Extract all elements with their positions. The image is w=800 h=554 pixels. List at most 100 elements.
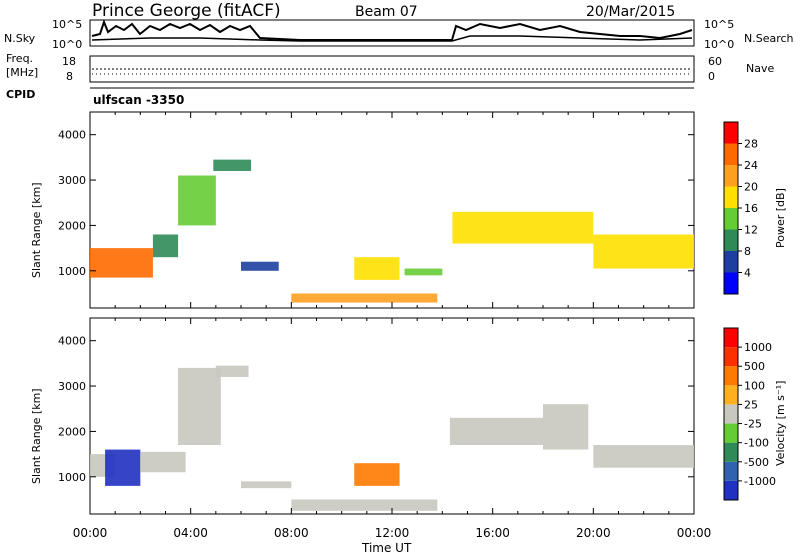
power-colorbar-tick-label-5: 24 <box>744 159 758 172</box>
noise-panel: N.Sky 10^5 10^0 10^5 10^0 N.Search <box>4 18 794 51</box>
beam-title: Beam 07 <box>355 4 418 20</box>
velocity-colorbar-segment-0 <box>724 480 738 500</box>
velocity-colorbar-tick-label-7: -1000 <box>744 475 776 488</box>
power-band-0 <box>90 248 153 278</box>
velocity-plot-area <box>90 365 694 511</box>
power-colorbar-segment-1 <box>724 251 738 273</box>
power-colorbar-segment-6 <box>724 143 738 165</box>
power-colorbar-segment-4 <box>724 186 738 208</box>
velocity-band-9 <box>543 404 589 450</box>
noise-left-tick-high: 10^5 <box>52 18 82 31</box>
velocity-ytick-label-2: 3000 <box>58 380 86 393</box>
velocity-band-4 <box>215 365 249 377</box>
velocity-axes: 1000 2000 3000 4000 <box>58 318 695 514</box>
noise-right-tick-low: 10^0 <box>704 38 734 51</box>
power-band-9 <box>593 234 694 269</box>
x-tick-label-2: 08:00 <box>274 526 309 540</box>
velocity-colorbar-segment-4 <box>724 404 738 424</box>
velocity-band-5 <box>241 481 292 489</box>
velocity-colorbar-segment-7 <box>724 347 738 367</box>
velocity-colorbar-segment-5 <box>724 385 738 405</box>
velocity-band-6 <box>291 499 438 511</box>
power-ytick-label-2: 3000 <box>58 174 86 187</box>
velocity-colorbar-segment-2 <box>724 442 738 462</box>
velocity-colorbar-tick-label-4: -25 <box>744 418 762 431</box>
velocity-band-1 <box>105 449 141 486</box>
power-panel: 1000 2000 3000 4000 Slant Range [km] 4 8 12 16… <box>30 111 787 309</box>
velocity-colorbar-label: Velocity [m s⁻¹] <box>774 381 787 466</box>
noise-right-tick-high: 10^5 <box>704 18 734 31</box>
velocity-colorbar-segment-3 <box>724 423 738 443</box>
x-axis: 00:00 04:00 08:00 12:00 16:00 20:00 00:00 <box>73 526 712 540</box>
nave-label: Nave <box>746 62 774 75</box>
nave-tick-high: 60 <box>708 55 722 68</box>
power-colorbar-tick-label-3: 16 <box>744 202 758 215</box>
power-band-4 <box>241 261 279 271</box>
x-tick-label-1: 04:00 <box>173 526 208 540</box>
velocity-colorbar-tick-label-6: -500 <box>744 456 769 469</box>
velocity-band-8 <box>449 417 543 446</box>
date-title: 20/Mar/2015 <box>586 4 675 20</box>
power-colorbar-tick-label-2: 12 <box>744 224 758 237</box>
x-tick-label-4: 16:00 <box>475 526 510 540</box>
power-colorbar-segment-3 <box>724 208 738 230</box>
freq-tick-high: 18 <box>62 55 76 68</box>
x-tick-label-3: 12:00 <box>375 526 410 540</box>
velocity-ytick-label-1: 2000 <box>58 425 86 438</box>
x-tick-label-6: 00:00 <box>677 526 712 540</box>
velocity-ytick-label-3: 4000 <box>58 335 86 348</box>
site-title: Prince George (fitACF) <box>92 1 281 21</box>
power-axes: 1000 2000 3000 4000 <box>58 112 695 308</box>
velocity-ytick-label-0: 1000 <box>58 471 86 484</box>
power-band-8 <box>452 211 594 244</box>
freq-panel: Freq. [MHz] 18 8 60 0 Nave <box>6 52 774 83</box>
velocity-panel: 1000 2000 3000 4000 Slant Range [km] 1000 50… <box>30 317 787 515</box>
power-colorbar-segment-5 <box>724 165 738 187</box>
velocity-band-3 <box>178 367 221 446</box>
noise-left-tick-low: 10^0 <box>52 38 82 51</box>
x-tick-label-5: 20:00 <box>576 526 611 540</box>
x-tick-label-0: 00:00 <box>73 526 108 540</box>
power-colorbar-tick-label-4: 20 <box>744 181 758 194</box>
power-band-6 <box>354 257 400 280</box>
velocity-band-10 <box>593 445 694 468</box>
power-colorbar: 4 8 12 16 20 24 28 <box>723 121 758 295</box>
velocity-colorbar-segment-1 <box>724 461 738 481</box>
freq-label-1: Freq. <box>6 52 33 65</box>
freq-tick-low: 8 <box>66 70 73 83</box>
velocity-colorbar-segment-6 <box>724 366 738 386</box>
noise-search-label: N.Search <box>744 32 794 45</box>
velocity-ylabel: Slant Range [km] <box>30 388 43 484</box>
power-colorbar-tick-label-6: 28 <box>744 138 758 151</box>
velocity-colorbar-tick-label-1: 500 <box>744 360 765 373</box>
power-plot-area <box>90 159 694 303</box>
freq-label-2: [MHz] <box>6 66 38 79</box>
velocity-band-2 <box>140 451 186 473</box>
power-band-2 <box>178 175 216 226</box>
velocity-colorbar: 1000 500 100 25 -25 -100 -500 -1000 <box>723 327 776 501</box>
cpid-value: ulfscan -3350 <box>93 93 184 107</box>
velocity-colorbar-tick-label-3: 25 <box>744 398 758 411</box>
velocity-band-7 <box>354 463 400 486</box>
power-ytick-label-0: 1000 <box>58 265 86 278</box>
power-colorbar-label: Power [dB] <box>774 188 787 248</box>
power-band-3 <box>213 159 252 171</box>
noise-sky-label: N.Sky <box>4 32 36 45</box>
velocity-colorbar-segment-8 <box>724 328 738 348</box>
power-ytick-label-3: 4000 <box>58 129 86 142</box>
power-ytick-label-1: 2000 <box>58 219 86 232</box>
cpid-label: CPID <box>6 88 35 101</box>
power-ylabel: Slant Range [km] <box>30 182 43 278</box>
velocity-colorbar-tick-label-2: 100 <box>744 379 765 392</box>
power-colorbar-segment-2 <box>724 229 738 251</box>
power-colorbar-tick-label-1: 8 <box>744 245 751 258</box>
noise-sky-trace <box>91 19 693 41</box>
x-axis-label: Time UT <box>361 541 412 554</box>
power-colorbar-tick-label-0: 4 <box>744 267 751 280</box>
velocity-colorbar-frame <box>723 327 739 501</box>
noise-search-trace <box>91 35 693 42</box>
velocity-colorbar-tick-label-5: -100 <box>744 437 769 450</box>
power-band-1 <box>152 234 179 258</box>
nave-tick-low: 0 <box>708 70 715 83</box>
